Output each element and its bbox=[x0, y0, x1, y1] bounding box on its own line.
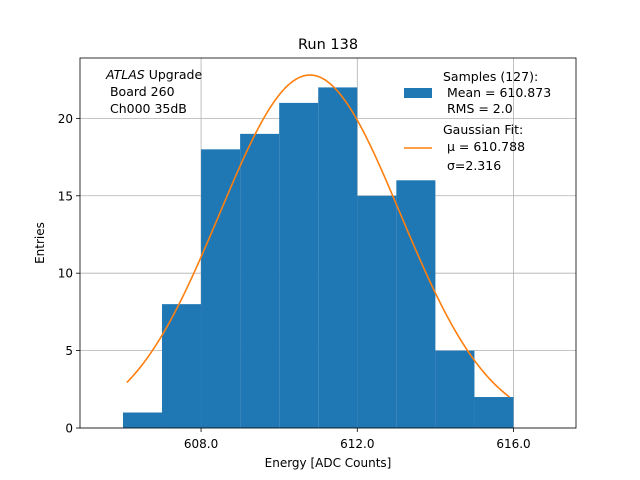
gaussian-fit-curve bbox=[126, 74, 511, 398]
histogram-bar bbox=[318, 87, 358, 429]
x-axis-ticks: 608.0 612.0 616.0 bbox=[184, 428, 531, 451]
annotation-line-3: Ch000 35dB bbox=[106, 101, 187, 116]
y-tick-label: 0 bbox=[65, 422, 73, 436]
legend-fit-line-2: μ = 610.788 bbox=[443, 139, 525, 154]
legend: Samples (127): Mean = 610.873 RMS = 2.0 … bbox=[404, 69, 551, 173]
plot-frame bbox=[79, 57, 577, 429]
annotation-line-2: Board 260 bbox=[106, 84, 175, 99]
histogram-bar bbox=[474, 397, 514, 428]
histogram-bar bbox=[279, 102, 319, 429]
y-tick-label: 15 bbox=[58, 189, 73, 203]
histogram-bar bbox=[201, 149, 241, 428]
gaussian-fit bbox=[126, 74, 511, 398]
legend-samples-line-2: Mean = 610.873 bbox=[443, 85, 551, 100]
y-tick-label: 10 bbox=[58, 267, 73, 281]
atlas-annotation: ATLAS Upgrade Board 260 Ch000 35dB bbox=[105, 67, 202, 116]
x-tick-label: 616.0 bbox=[496, 437, 530, 451]
legend-fit-line-1: Gaussian Fit: bbox=[443, 122, 523, 137]
x-tick-label: 608.0 bbox=[184, 437, 218, 451]
histogram-bar bbox=[122, 412, 163, 428]
legend-samples-line-1: Samples (127): bbox=[443, 69, 538, 84]
annotation-line-1: ATLAS Upgrade bbox=[105, 67, 202, 82]
histogram-bars bbox=[122, 87, 514, 429]
y-axis-label: Entries bbox=[33, 222, 47, 264]
histogram-bar bbox=[435, 350, 475, 428]
x-axis-label: Energy [ADC Counts] bbox=[265, 456, 392, 470]
histogram-bar bbox=[240, 133, 280, 429]
y-tick-label: 20 bbox=[58, 112, 73, 126]
y-axis-ticks: 0 5 10 15 20 bbox=[58, 112, 80, 436]
legend-samples-swatch bbox=[404, 88, 432, 98]
histogram-bar bbox=[357, 195, 397, 428]
y-tick-label: 5 bbox=[65, 344, 73, 358]
histogram-bar bbox=[162, 304, 202, 428]
legend-samples-line-3: RMS = 2.0 bbox=[443, 101, 513, 116]
x-tick-label: 612.0 bbox=[340, 437, 374, 451]
legend-fit-line-3: σ=2.316 bbox=[443, 158, 501, 173]
chart-title: Run 138 bbox=[298, 37, 358, 53]
annotation-atlas: ATLAS bbox=[105, 67, 145, 82]
annotation-upgrade: Upgrade bbox=[145, 67, 203, 82]
